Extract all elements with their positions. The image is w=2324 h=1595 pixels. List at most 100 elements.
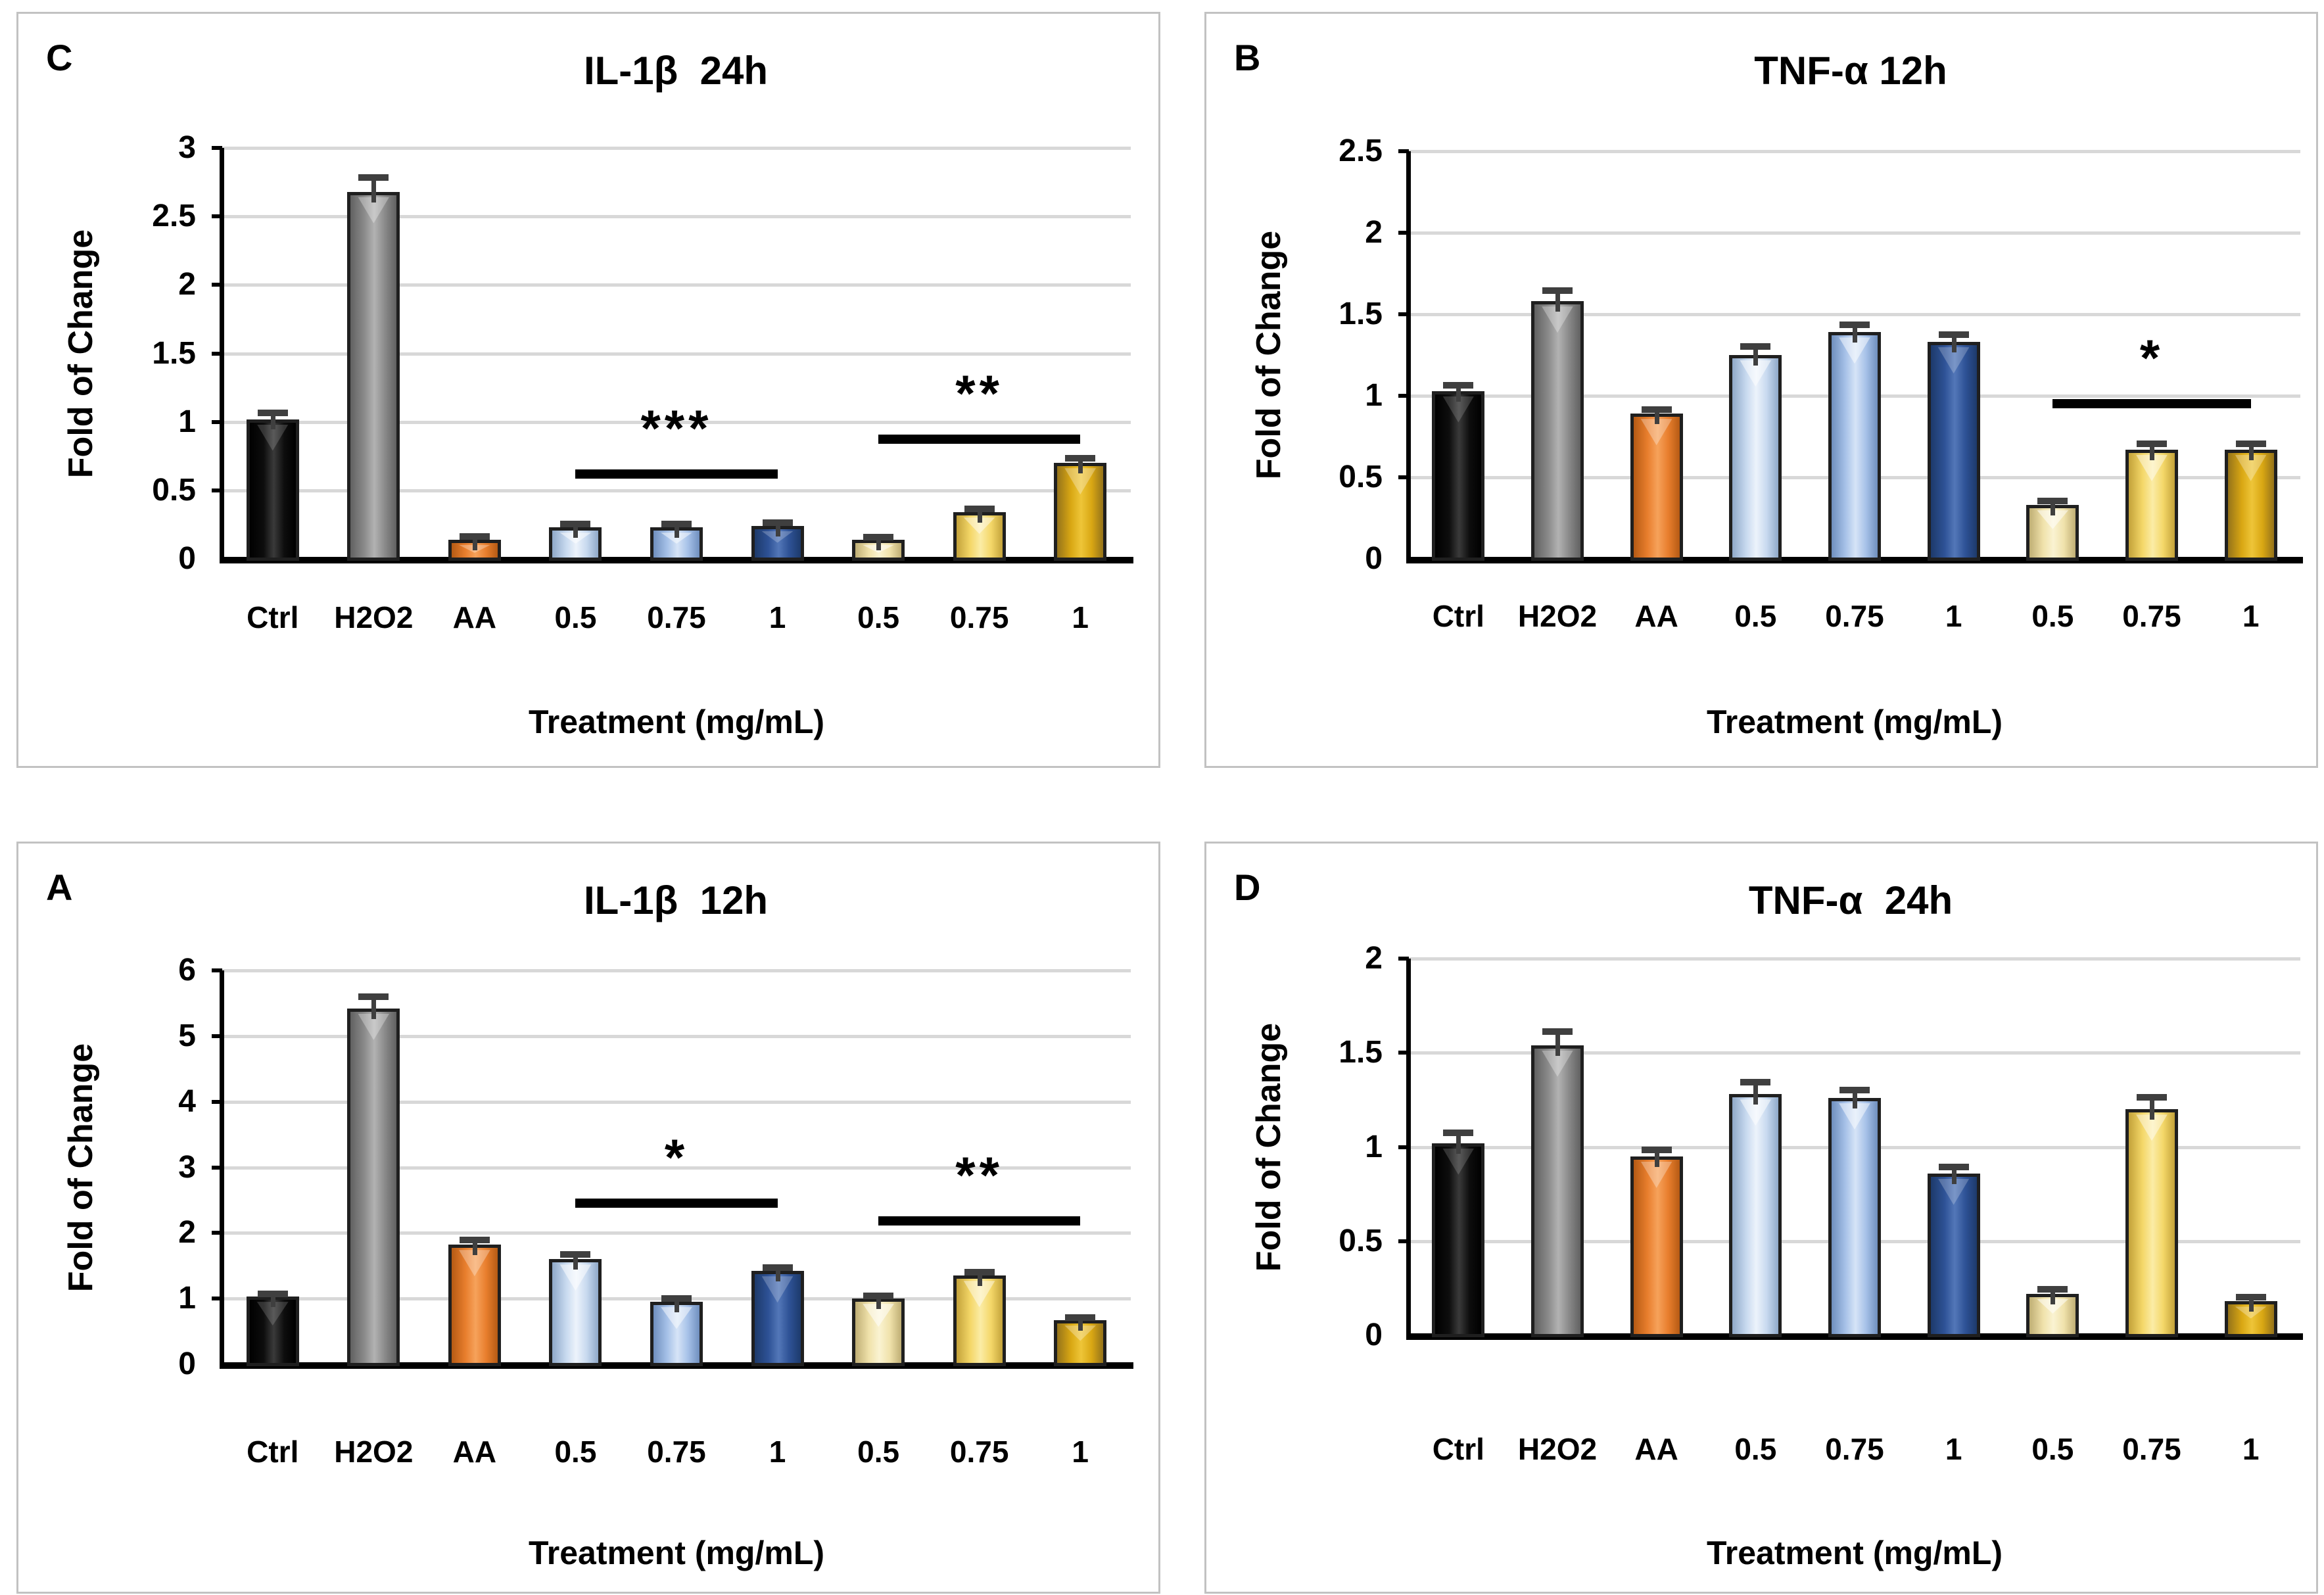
gridline bbox=[1409, 150, 2300, 153]
y-axis bbox=[1406, 151, 1411, 563]
gridline bbox=[222, 969, 1131, 972]
gridline bbox=[222, 283, 1131, 287]
x-category-label: 0.75 bbox=[1825, 599, 1884, 633]
error-bar-stem bbox=[1654, 406, 1659, 425]
panel-a: A IL-1β 12h Fold of Change Treatment (mg… bbox=[16, 842, 1160, 1594]
y-axis bbox=[220, 148, 224, 563]
y-tick-mark bbox=[1398, 1239, 1409, 1243]
bar-0.75 bbox=[650, 1302, 703, 1366]
error-bar-stem bbox=[775, 1264, 780, 1282]
error-bar-cap bbox=[1542, 1028, 1573, 1035]
x-category-label: 1 bbox=[1072, 1435, 1089, 1469]
error-bar-cap bbox=[257, 410, 288, 417]
significance-asterisks: * bbox=[664, 1128, 689, 1187]
error-bar-cap bbox=[1065, 1314, 1096, 1321]
error-bar-stem bbox=[977, 1269, 982, 1287]
error-bar-cap bbox=[863, 1293, 894, 1300]
bar-H2O2 bbox=[1531, 1045, 1584, 1337]
gridline bbox=[222, 147, 1131, 150]
y-tick-label: 0.5 bbox=[152, 472, 196, 508]
x-category-label: 0.75 bbox=[647, 600, 706, 634]
x-category-label: AA bbox=[1634, 1432, 1678, 1466]
y-tick-mark bbox=[212, 1099, 222, 1104]
chart-title: TNF-α 24h bbox=[1748, 878, 1953, 922]
x-axis-title: Treatment (mg/mL) bbox=[1706, 1535, 2003, 1571]
bar-1 bbox=[1927, 342, 1980, 561]
error-bar-cap bbox=[459, 533, 490, 540]
x-category-label: 0.5 bbox=[857, 600, 900, 634]
error-bar-cap bbox=[2235, 1293, 2266, 1300]
x-category-label: 0.5 bbox=[554, 600, 597, 634]
y-tick-label: 2.5 bbox=[1339, 133, 1383, 168]
gridline bbox=[1409, 957, 2300, 961]
error-bar-stem bbox=[1456, 1130, 1461, 1154]
x-category-label: 1 bbox=[1945, 1432, 1962, 1466]
error-bar-cap bbox=[1839, 321, 1870, 329]
significance-line bbox=[2052, 399, 2251, 409]
error-bar-cap bbox=[2137, 1094, 2167, 1101]
error-bar-stem bbox=[371, 993, 377, 1019]
error-bar-stem bbox=[1753, 1079, 1759, 1105]
error-bar-stem bbox=[876, 533, 882, 550]
error-bar-cap bbox=[1740, 343, 1771, 350]
y-tick-label: 0.5 bbox=[1339, 460, 1383, 494]
y-tick-label: 1 bbox=[1365, 1129, 1383, 1164]
y-tick-label: 1.5 bbox=[152, 335, 196, 371]
panel-letter: B bbox=[1234, 37, 1261, 78]
y-tick-label: 1.5 bbox=[1339, 297, 1383, 331]
x-category-label: 1 bbox=[1072, 600, 1089, 634]
error-bar-stem bbox=[1951, 1164, 1956, 1184]
gridline bbox=[1409, 1051, 2300, 1055]
error-bar-stem bbox=[675, 1295, 679, 1313]
panel-letter: C bbox=[46, 37, 73, 78]
error-bar-stem bbox=[2150, 1094, 2154, 1120]
error-bar-cap bbox=[863, 533, 894, 540]
y-tick-mark bbox=[212, 419, 222, 424]
x-category-label: 0.75 bbox=[2122, 599, 2181, 633]
error-bar-cap bbox=[1938, 1164, 1969, 1170]
error-bar-stem bbox=[977, 506, 982, 523]
bar-0.75 bbox=[2125, 449, 2178, 561]
y-tick-label: 2.5 bbox=[152, 199, 196, 234]
significance-line bbox=[878, 434, 1081, 444]
x-category-label: 0.75 bbox=[949, 1435, 1009, 1469]
x-category-label: 0.75 bbox=[1825, 1432, 1884, 1466]
error-bar-stem bbox=[371, 174, 377, 202]
y-tick-mark bbox=[212, 1297, 222, 1301]
error-bar-cap bbox=[1839, 1086, 1870, 1093]
error-bar-stem bbox=[1456, 382, 1461, 402]
error-bar-stem bbox=[1078, 454, 1083, 474]
panel-b: B TNF-α 12h Fold of Change Treatment (mg… bbox=[1204, 12, 2318, 768]
error-bar-stem bbox=[2248, 1293, 2254, 1312]
x-category-label: Ctrl bbox=[1432, 1432, 1484, 1466]
x-category-label: AA bbox=[452, 1435, 497, 1469]
bar-Ctrl bbox=[1432, 1143, 1485, 1337]
y-tick-mark bbox=[212, 283, 222, 287]
gridline bbox=[1409, 313, 2300, 316]
x-category-label: Ctrl bbox=[1432, 599, 1484, 633]
x-category-label: 0.5 bbox=[2031, 599, 2074, 633]
x-category-label: 1 bbox=[2242, 599, 2260, 633]
significance-line bbox=[575, 469, 778, 479]
gridline bbox=[222, 1100, 1131, 1104]
error-bar-cap bbox=[1542, 287, 1573, 295]
y-axis bbox=[1406, 959, 1411, 1339]
y-tick-mark bbox=[212, 968, 222, 972]
bar-AA bbox=[1630, 1156, 1683, 1337]
error-bar-cap bbox=[2037, 498, 2068, 505]
error-bar-stem bbox=[1853, 321, 1857, 343]
error-bar-cap bbox=[358, 174, 389, 181]
x-category-label: 0.75 bbox=[647, 1435, 706, 1469]
error-bar-stem bbox=[1853, 1086, 1857, 1108]
y-tick-label: 1 bbox=[178, 1281, 196, 1316]
x-category-label: 1 bbox=[769, 600, 786, 634]
error-bar-stem bbox=[1654, 1147, 1659, 1167]
bar-0.5 bbox=[1729, 1094, 1782, 1337]
error-bar-cap bbox=[257, 1291, 288, 1298]
gridline bbox=[222, 420, 1131, 424]
error-bar-cap bbox=[762, 519, 793, 526]
y-tick-label: 6 bbox=[178, 953, 196, 988]
y-axis-title: Fold of Change bbox=[1250, 230, 1288, 480]
x-category-label: 0.5 bbox=[2031, 1432, 2074, 1466]
bar-0.75 bbox=[1828, 1098, 1881, 1337]
